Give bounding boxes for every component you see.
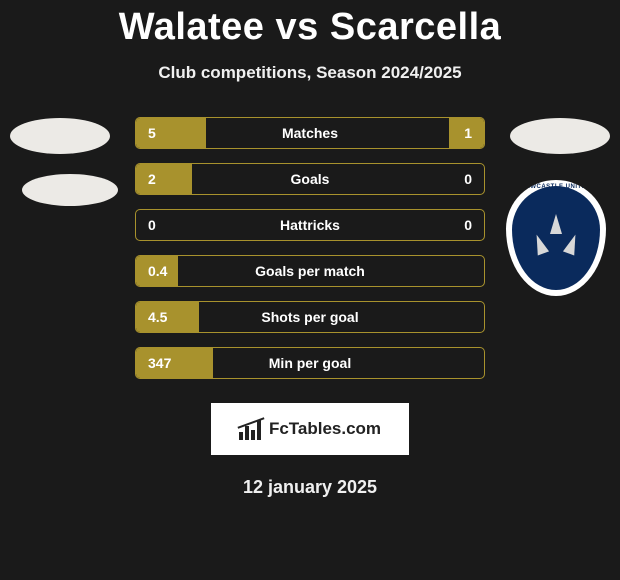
- stat-label: Goals per match: [136, 263, 484, 279]
- stat-row: 20Goals: [135, 163, 485, 195]
- stat-label: Min per goal: [136, 355, 484, 371]
- brand-text: FcTables.com: [269, 419, 381, 439]
- subtitle: Club competitions, Season 2024/2025: [0, 63, 620, 83]
- team2-crest: NEWCASTLE UNITED: [506, 180, 606, 296]
- stat-row: 347Min per goal: [135, 347, 485, 379]
- team2-logo-1: [510, 118, 610, 154]
- title-vs: vs: [276, 6, 319, 48]
- stat-row: 00Hattricks: [135, 209, 485, 241]
- stat-label: Shots per goal: [136, 309, 484, 325]
- stat-row: 0.4Goals per match: [135, 255, 485, 287]
- page-title: Walatee vs Scarcella: [0, 0, 620, 49]
- team1-logo-1: [10, 118, 110, 154]
- stat-label: Hattricks: [136, 217, 484, 233]
- crest-jets-icon: [526, 210, 586, 270]
- stat-label: Matches: [136, 125, 484, 141]
- team1-logo-2: [22, 174, 118, 206]
- stat-label: Goals: [136, 171, 484, 187]
- player1-name: Walatee: [119, 6, 265, 48]
- date-text: 12 january 2025: [0, 477, 620, 498]
- stat-row: 4.5Shots per goal: [135, 301, 485, 333]
- brand-badge: FcTables.com: [211, 403, 409, 455]
- stat-row: 51Matches: [135, 117, 485, 149]
- player2-name: Scarcella: [330, 6, 501, 48]
- brand-chart-icon: [239, 418, 265, 440]
